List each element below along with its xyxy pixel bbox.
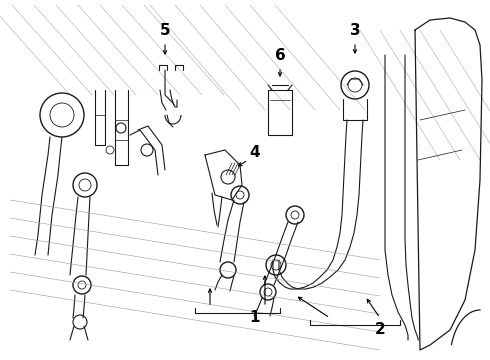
Text: 4: 4 — [250, 144, 260, 159]
Text: 2: 2 — [375, 323, 385, 338]
Text: 5: 5 — [160, 23, 171, 37]
Text: 3: 3 — [350, 23, 360, 37]
Text: 1: 1 — [250, 310, 260, 325]
Text: 6: 6 — [274, 48, 285, 63]
